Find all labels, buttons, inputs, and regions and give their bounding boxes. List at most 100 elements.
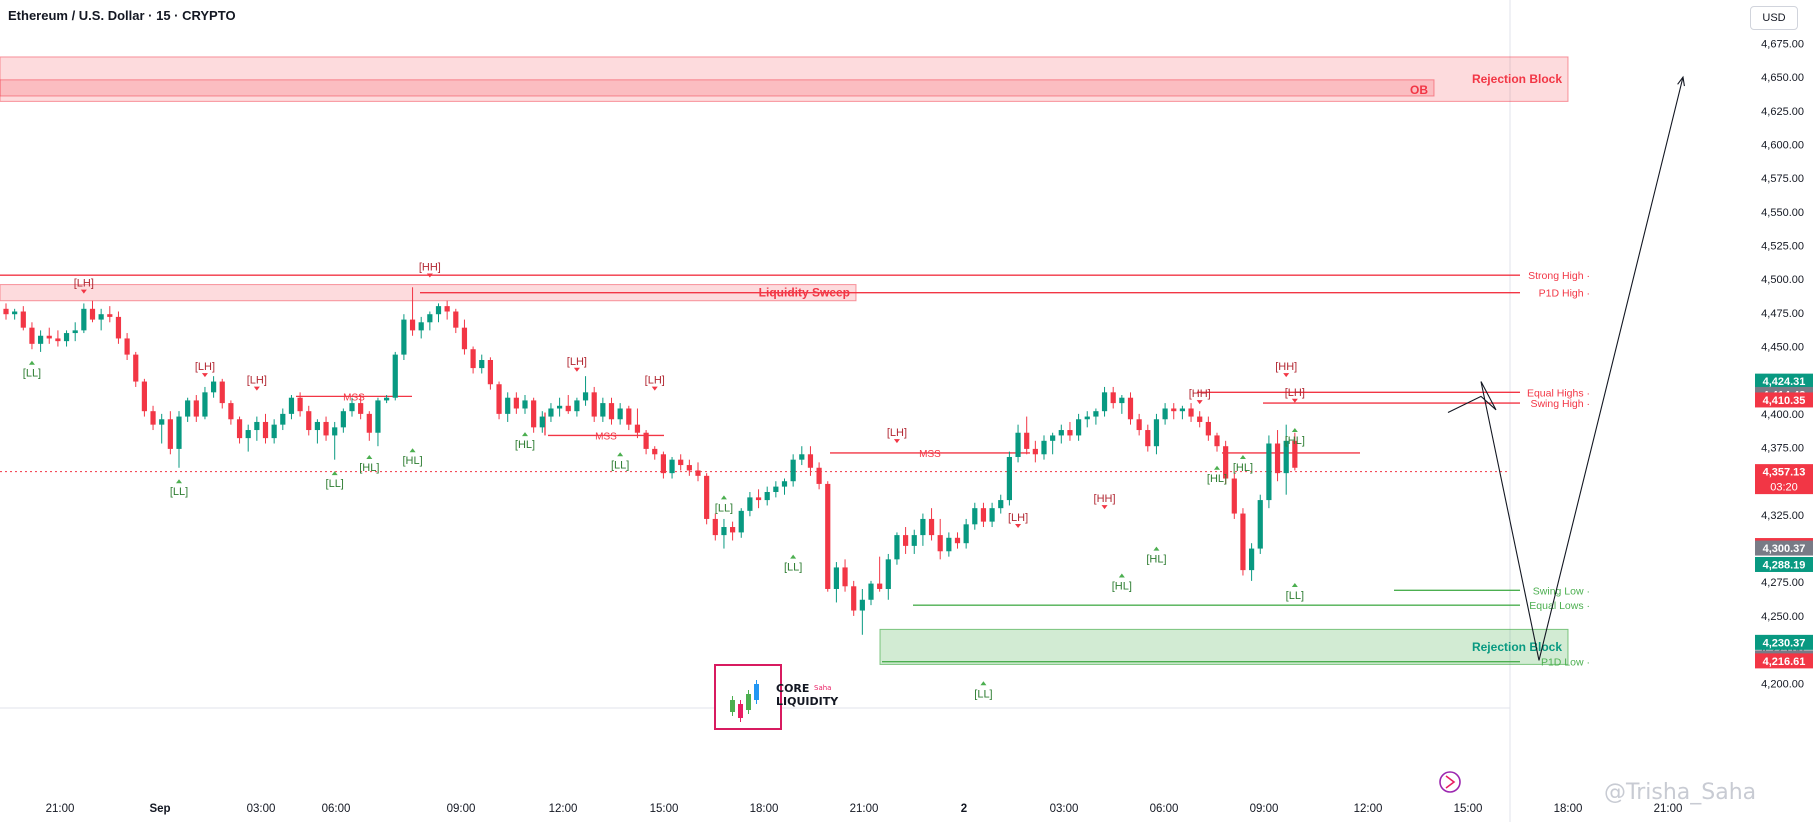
logo-line1: CORE [776,682,810,695]
swing-low-marker [1239,454,1246,459]
candle-body [262,421,269,439]
level-label-4: Swing Low · [1533,585,1590,597]
zone-label-3: Rejection Block [1472,640,1562,654]
candle-body [150,411,156,425]
candle-body [738,510,744,533]
candle-body [1024,432,1030,449]
price-tick-11: 4,400.00 [1761,409,1804,421]
zone-label-1: OB [1410,83,1428,97]
swing-low-marker [790,554,797,559]
candle-body [133,354,139,382]
candle-body [799,454,805,460]
level-label-6: P1D Low · [1541,657,1590,669]
candle-body [340,411,346,428]
swing-high-marker [1101,505,1108,510]
swing-high-marker [1291,398,1298,403]
price-tag-countdown: 03:20 [1770,482,1798,494]
level-label-0: Strong High · [1528,270,1590,282]
replay-arrow-icon [1445,775,1456,789]
structure-label-3: [LL] [170,486,188,498]
candle-body [358,403,364,414]
candle-body [652,448,658,455]
candle-body [254,421,260,431]
swing-low-marker [331,471,338,476]
candle-body [1015,432,1021,457]
structure-label-20: [HL] [1146,554,1166,566]
candle-body [790,459,796,482]
candle-body [937,535,943,552]
candle-body [271,424,277,439]
candle-body [972,508,978,525]
candle-body [989,508,995,522]
candle-body [98,314,104,320]
time-tick-5: 12:00 [549,803,578,815]
structure-label-7: [HL] [402,455,422,467]
zone-0 [0,56,1569,102]
time-tick-12: 09:00 [1250,803,1279,815]
swing-low-marker [366,454,373,459]
candle-body [1162,408,1168,420]
time-tick-4: 09:00 [447,803,476,815]
zone-label-0: Rejection Block [1472,72,1562,86]
candle-body [764,492,770,501]
structure-label-15: [LH] [887,427,907,439]
structure-label-25: [HL] [1285,435,1305,447]
price-tick-9: 4,450.00 [1761,342,1804,354]
structure-label-14: [LL] [784,562,802,574]
candle-body [600,403,606,417]
price-tag-3 [1755,464,1813,495]
candle-body [1093,411,1099,417]
candle-body [124,338,130,355]
candle-body [211,381,217,393]
candle-body [1197,416,1203,422]
candle-body [859,599,865,611]
candle-body [1067,430,1073,436]
time-tick-14: 15:00 [1454,803,1483,815]
symbol-title[interactable]: Ethereum / U.S. Dollar · 15 · CRYPTO [8,8,236,23]
candle-body [1171,408,1177,412]
candle-body [332,427,338,436]
candle-body [980,508,987,522]
candle-body [807,454,814,468]
candle-body [911,535,917,546]
price-tick-2: 4,625.00 [1761,106,1804,118]
level-label-2: Equal Highs · [1527,387,1590,399]
structure-label-2: [LH] [195,361,215,373]
candle-body [1050,435,1056,441]
price-tag-value-9: 4,216.61 [1763,656,1806,668]
price-tag-value-6: 4,288.19 [1763,559,1806,571]
candle-body [38,335,44,344]
structure-label-11: [LL] [611,459,629,471]
candle-body [306,411,312,431]
candle-body [1084,416,1090,420]
price-tick-1: 4,650.00 [1761,72,1804,84]
candle-body [1058,430,1064,436]
price-tag-value-3: 4,357.13 [1763,467,1806,479]
candle-body [392,354,398,398]
candle-body [721,527,727,536]
replay-icon[interactable] [1439,771,1461,793]
swing-low-marker [409,448,416,453]
candle-body [470,349,476,369]
swing-low-marker [720,495,727,500]
price-tick-16: 4,275.00 [1761,577,1804,589]
candle-body [522,400,528,409]
price-tag-0 [1755,373,1813,389]
candle-body [998,500,1004,509]
candle-body [89,308,96,320]
time-tick-8: 21:00 [850,803,879,815]
candle-body [1283,440,1289,474]
projection-arrow-icon [1677,75,1685,87]
currency-selector[interactable]: USD [1750,6,1798,30]
candle-body [314,421,320,431]
structure-label-1: [LL] [23,368,41,380]
candle-body [444,306,450,312]
price-tick-19: 4,200.00 [1761,678,1804,690]
swing-high-marker [1283,373,1290,378]
candle-body [1101,392,1108,412]
candle-body [496,384,502,414]
candle-body [409,319,416,331]
candle-body [1145,430,1151,447]
price-tick-17: 4,250.00 [1761,611,1804,623]
